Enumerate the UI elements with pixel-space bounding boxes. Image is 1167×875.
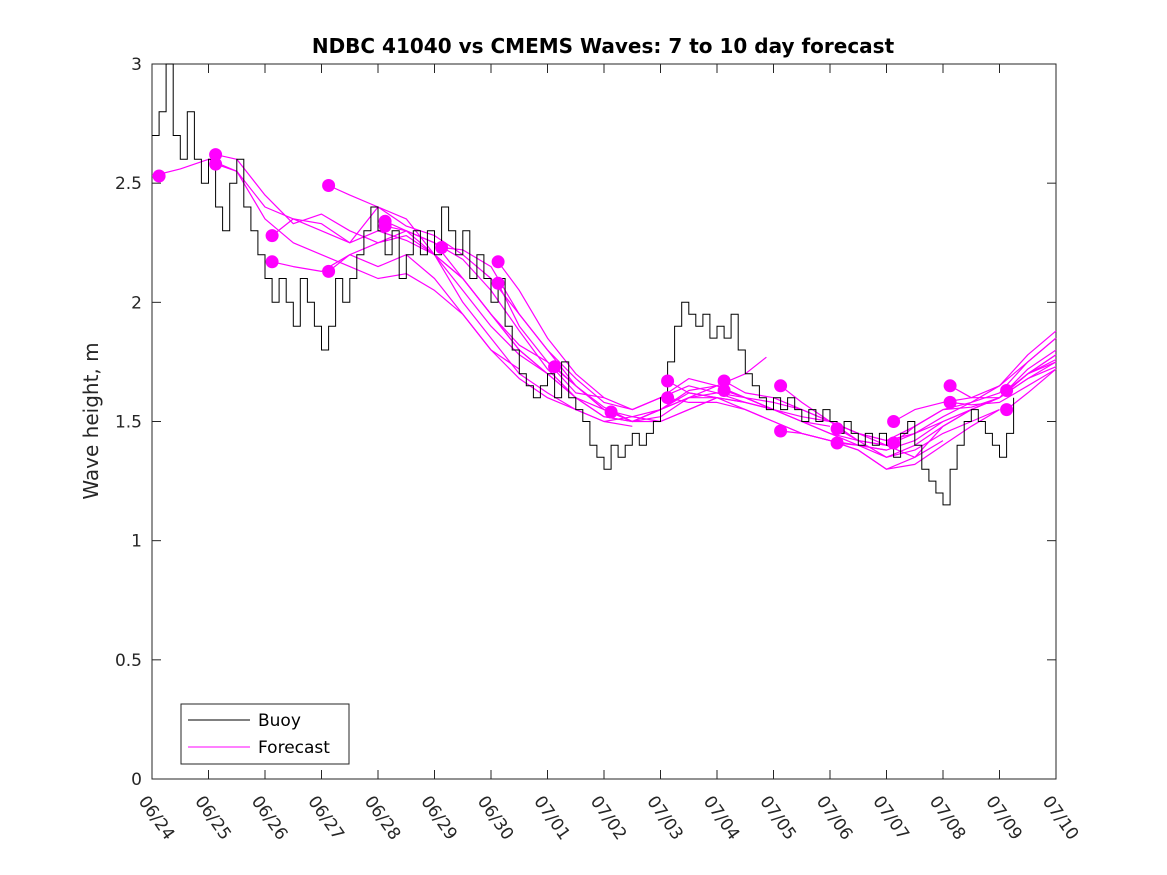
- forecast-marker: [661, 374, 675, 388]
- chart-title: NDBC 41040 vs CMEMS Waves: 7 to 10 day f…: [312, 34, 895, 58]
- legend-forecast-label: Forecast: [258, 738, 330, 758]
- buoy-line: [152, 63, 1015, 506]
- forecast-marker: [265, 229, 279, 243]
- forecast-marker: [830, 422, 844, 436]
- forecast-marker: [943, 395, 957, 409]
- forecast-marker: [887, 415, 901, 428]
- y-tick-label: 1: [131, 532, 142, 552]
- legend-buoy-label: Buoy: [258, 711, 301, 731]
- forecast-line: [950, 368, 1057, 406]
- forecast-marker: [887, 436, 901, 450]
- forecast-marker: [435, 241, 449, 254]
- forecast-marker: [491, 276, 505, 290]
- forecast-marker: [265, 255, 279, 269]
- legend-box: [180, 703, 350, 765]
- forecast-marker: [491, 255, 505, 269]
- forecast-marker: [322, 264, 336, 278]
- forecast-marker: [774, 424, 788, 438]
- forecast-marker: [717, 384, 731, 397]
- forecast-marker: [209, 157, 223, 171]
- y-tick-label: 0.5: [115, 651, 142, 671]
- y-axis-label: Wave height, m: [79, 342, 103, 499]
- y-tick-label: 0: [131, 770, 142, 790]
- forecast-line: [836, 330, 1057, 446]
- forecast-marker: [322, 179, 336, 192]
- forecast-marker: [774, 379, 788, 393]
- y-tick-label: 2.5: [115, 174, 142, 194]
- legend: Buoy Forecast: [180, 703, 350, 765]
- forecast-marker: [943, 379, 957, 393]
- forecast-marker: [1000, 384, 1014, 397]
- y-tick-label: 3: [131, 55, 142, 75]
- forecast-marker: [378, 219, 392, 233]
- forecast-line: [667, 380, 1000, 458]
- forecast-marker: [604, 405, 618, 419]
- forecast-marker: [830, 436, 844, 450]
- forecast-markers: [152, 148, 1014, 450]
- forecast-marker: [209, 148, 223, 162]
- forecast-line: [1006, 361, 1057, 391]
- forecast-line: [949, 366, 1057, 399]
- forecast-marker: [548, 360, 562, 374]
- forecast-marker: [661, 391, 675, 405]
- buoy-series: [152, 63, 1015, 506]
- y-tick-label: 2: [131, 293, 142, 313]
- forecast-marker: [1000, 403, 1014, 417]
- forecast-marker: [717, 374, 731, 388]
- y-tick-label: 1.5: [115, 413, 142, 433]
- forecast-marker: [152, 169, 166, 183]
